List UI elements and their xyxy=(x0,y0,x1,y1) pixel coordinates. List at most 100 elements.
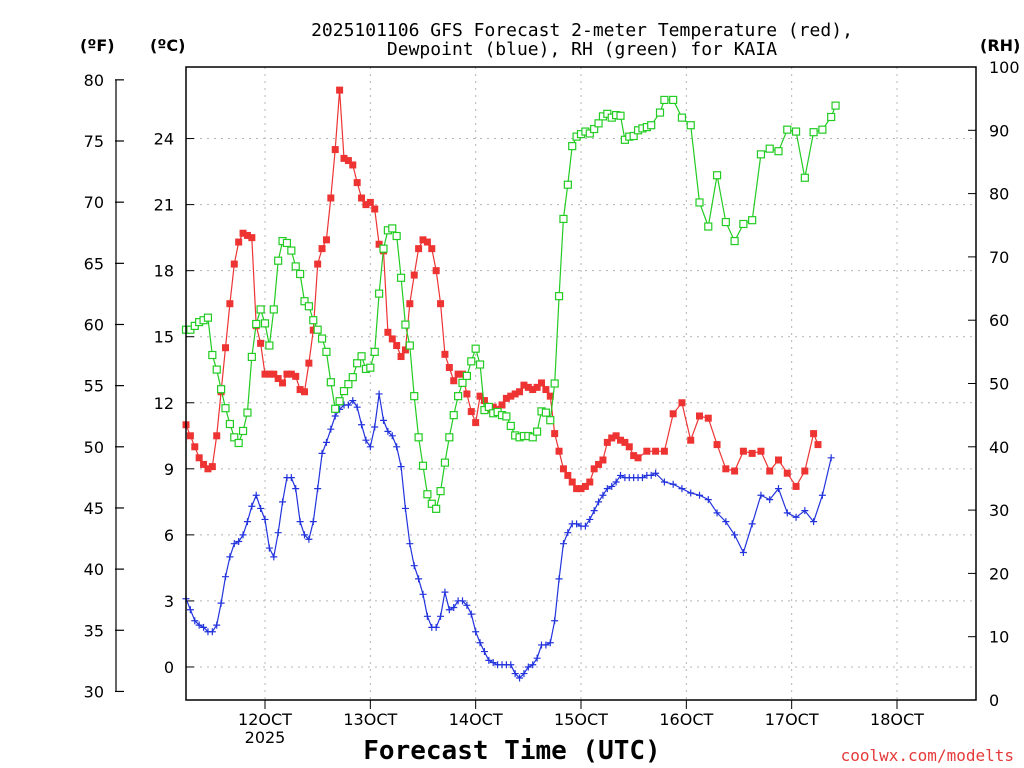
temperature-point xyxy=(516,388,524,396)
celsius-tick-label: 12 xyxy=(154,394,174,413)
rh-point xyxy=(300,297,309,306)
dewpoint-point xyxy=(516,674,524,682)
dewpoint-point xyxy=(397,463,405,471)
temperature-point xyxy=(476,392,484,400)
rh-point xyxy=(410,392,419,401)
fahrenheit-unit-label: (ºF) xyxy=(80,36,115,55)
dewpoint-point xyxy=(524,663,532,671)
rh-tick-label: 20 xyxy=(989,564,1009,583)
x-tick-sublabel: 2025 xyxy=(245,728,286,747)
dewpoint-point xyxy=(274,529,282,537)
dewpoint-point xyxy=(222,573,229,581)
fahrenheit-tick-label: 30 xyxy=(84,682,104,701)
rh-point xyxy=(418,461,428,470)
temperature-point xyxy=(261,370,269,378)
temperature-point xyxy=(621,438,629,446)
rh-point xyxy=(331,404,340,413)
rh-tick-label: 30 xyxy=(989,501,1009,520)
rh-point xyxy=(256,305,265,314)
dewpoint-point xyxy=(696,491,703,499)
rh-point xyxy=(203,313,213,322)
temperature-point xyxy=(542,386,550,394)
dewpoint-point xyxy=(660,478,668,486)
temperature-point xyxy=(292,372,300,380)
dewpoint-point xyxy=(213,621,221,629)
dewpoint-point xyxy=(678,485,686,493)
temperature-point xyxy=(595,460,603,468)
rh-point xyxy=(396,273,406,282)
temperature-point xyxy=(472,419,480,427)
temperature-point xyxy=(362,201,370,209)
rh-point xyxy=(234,438,243,448)
temperature-point xyxy=(204,465,212,473)
dewpoint-point xyxy=(586,515,594,523)
temperature-point xyxy=(393,342,401,350)
dewpoint-point xyxy=(309,518,317,526)
dewpoint-point xyxy=(349,397,357,405)
dewpoint-point xyxy=(358,421,366,429)
temperature-point xyxy=(652,447,660,455)
rh-point xyxy=(423,490,432,499)
rh-point xyxy=(546,416,555,425)
x-tick-label: 18OCT xyxy=(870,710,924,729)
temperature-point xyxy=(336,86,344,94)
dewpoint-point xyxy=(401,504,409,512)
dewpoint-point xyxy=(261,515,269,523)
chart-title-line2: Dewpoint (blue), RH (green) for KAIA xyxy=(387,39,777,60)
rh-point xyxy=(274,256,283,265)
dewpoint-point xyxy=(792,513,800,521)
fahrenheit-tick-label: 35 xyxy=(84,621,104,640)
rh-point xyxy=(260,319,270,328)
fahrenheit-tick-label: 65 xyxy=(84,254,104,273)
rh-point xyxy=(405,341,414,350)
rh-point xyxy=(212,365,221,374)
x-tick-label: 16OCT xyxy=(659,710,713,729)
rh-point xyxy=(454,392,463,401)
temperature-point xyxy=(704,414,712,422)
temperature-point xyxy=(248,234,256,242)
grid-lines xyxy=(186,67,976,700)
x-axis-title: Forecast Time (UTC) xyxy=(363,736,660,766)
dewpoint-point xyxy=(603,485,611,493)
rh-point xyxy=(695,198,704,207)
temperature-point xyxy=(713,441,721,449)
rh-point xyxy=(230,433,239,442)
celsius-unit-label: (ºC) xyxy=(150,36,185,55)
temperature-point xyxy=(366,198,374,206)
dewpoint-point xyxy=(208,628,216,636)
temperature-point xyxy=(195,454,203,462)
temperature-point xyxy=(722,465,730,473)
celsius-tick-label: 21 xyxy=(154,196,174,215)
rh-point xyxy=(827,112,836,122)
temperature-point xyxy=(226,300,234,308)
dewpoint-point xyxy=(375,390,383,398)
temperature-point xyxy=(314,260,322,268)
temperature-point xyxy=(327,194,335,202)
temperature-point xyxy=(222,344,229,352)
dewpoint-point xyxy=(810,518,818,526)
temperature-point xyxy=(274,375,282,383)
dewpoint-point xyxy=(555,575,563,583)
temperature-point xyxy=(401,346,409,354)
temperature-point xyxy=(612,432,620,440)
rh-point xyxy=(414,433,423,442)
dewpoint-point xyxy=(467,610,475,618)
temperature-point xyxy=(463,390,471,398)
dewpoint-point xyxy=(463,601,471,609)
temperature-point xyxy=(358,194,366,202)
rh-point xyxy=(590,124,599,134)
dewpoint-point xyxy=(318,449,326,457)
fahrenheit-tick-label: 60 xyxy=(84,315,104,334)
rh-point xyxy=(739,219,748,229)
dewpoint-point xyxy=(239,531,247,539)
rh-point xyxy=(375,289,384,298)
rh-tick-label: 0 xyxy=(989,691,999,710)
rh-point xyxy=(462,371,471,381)
temperature-point xyxy=(200,460,208,468)
temperature-point xyxy=(630,452,638,460)
dewpoint-point xyxy=(415,575,423,583)
temperature-point xyxy=(520,381,528,389)
temperature-point xyxy=(410,271,418,279)
temperature-point xyxy=(551,430,559,438)
